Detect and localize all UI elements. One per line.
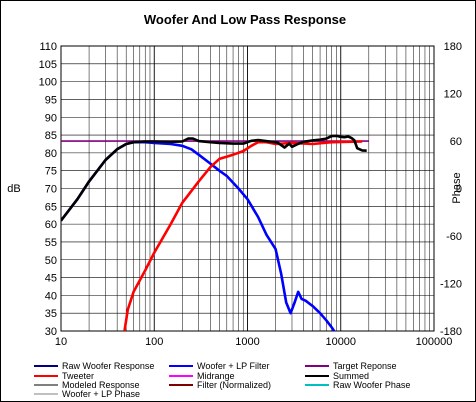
legend-label: Modeled Response [62, 380, 140, 390]
legend-label: Raw Woofer Response [62, 361, 154, 371]
y-tick-label: 40 [45, 290, 57, 302]
legend-label: Midrange [197, 371, 235, 381]
grid [60, 45, 434, 332]
y2-tick-label: 60 [450, 136, 462, 148]
series-line-tweeter [123, 140, 363, 331]
y2-tick-label: -120 [440, 279, 462, 291]
y2-tick-label: 0 [456, 184, 462, 196]
legend-label: Raw Woofer Phase [333, 380, 410, 390]
y-tick-label: 70 [45, 184, 57, 196]
legend: Raw Woofer Response Woofer + LP Filter Tar… [34, 361, 410, 399]
y-tick-label: 100 [39, 77, 57, 89]
series-group [61, 134, 369, 331]
y-axis-label: dB [7, 183, 20, 195]
y-tick-label: 65 [45, 201, 57, 213]
axes [60, 45, 435, 332]
y-tick-label: 75 [45, 166, 57, 178]
x-tick-label: 10000 [325, 336, 356, 348]
y-tick-label: 50 [45, 255, 57, 267]
legend-label: Summed [333, 371, 369, 381]
legend-label: Tweeter [62, 371, 94, 381]
y-tick-label: 35 [45, 308, 57, 320]
x-tick-label: 100 [145, 336, 163, 348]
y-tick-label: 85 [45, 130, 57, 142]
y-tick-label: 45 [45, 273, 57, 285]
y2-tick-label: -60 [446, 231, 462, 243]
legend-label: Woofer + LP Phase [62, 389, 140, 399]
x-tick-label: 10 [55, 336, 67, 348]
y2-tick-label: -180 [440, 326, 462, 338]
y-tick-label: 95 [45, 94, 57, 106]
plot-border [60, 45, 435, 332]
x-tick-label: 100000 [416, 336, 453, 348]
legend-label: Filter (Normalized) [197, 380, 271, 390]
chart-title: Woofer And Low Pass Response [144, 12, 346, 27]
y-tick-label: 105 [39, 59, 57, 71]
y-tick-label: 80 [45, 148, 57, 160]
y-tick-label: 55 [45, 237, 57, 249]
legend-label: Target Reponse [333, 361, 397, 371]
y2-axis-label: Phase [451, 172, 463, 203]
y-tick-label: 110 [39, 41, 57, 53]
x-tick-label: 1000 [235, 336, 259, 348]
y2-tick-label: 120 [444, 89, 462, 101]
y-tick-label: 90 [45, 112, 57, 124]
legend-label: Woofer + LP Filter [197, 361, 269, 371]
y-tick-label: 30 [45, 326, 57, 338]
series-line-summed [61, 134, 367, 222]
y-tick-label: 60 [45, 219, 57, 231]
y2-tick-label: 180 [444, 41, 462, 53]
